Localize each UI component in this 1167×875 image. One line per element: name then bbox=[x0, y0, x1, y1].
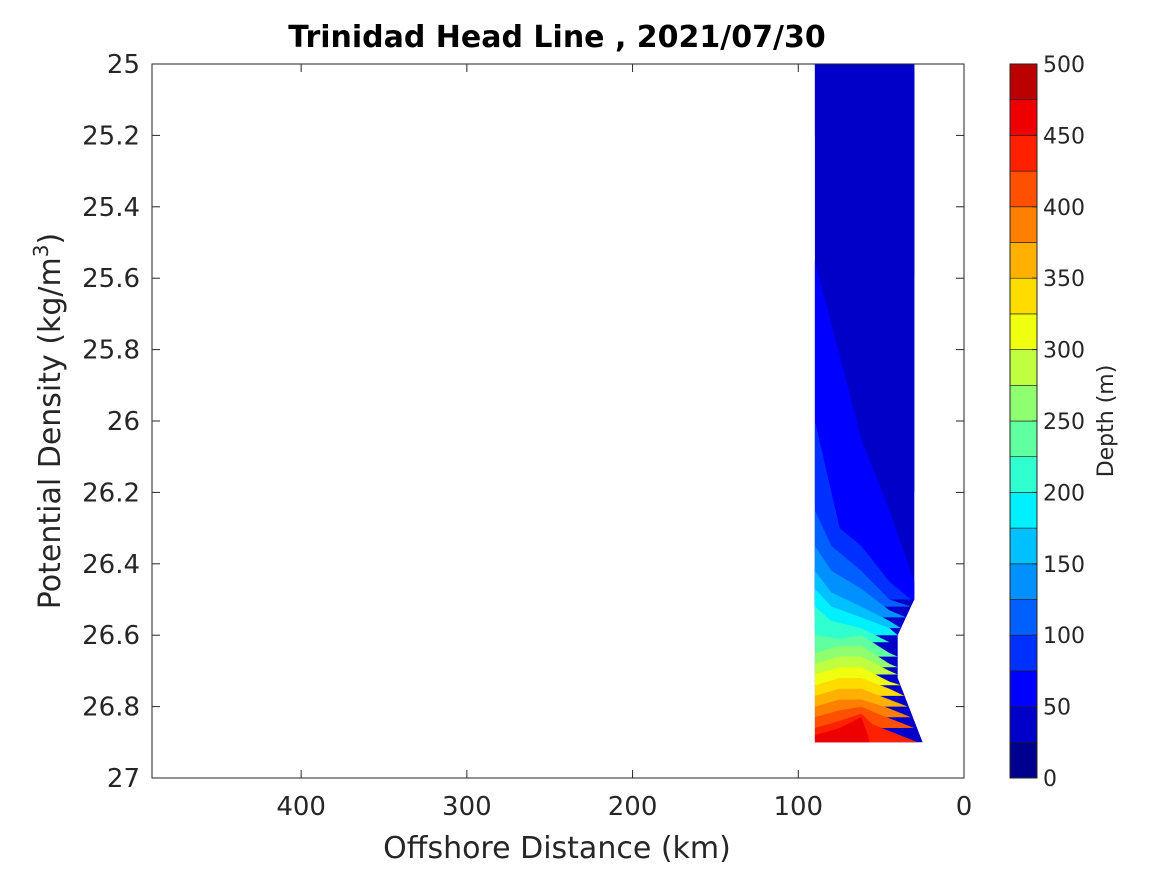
colorbar-swatch bbox=[1009, 527, 1038, 565]
colorbar-swatch bbox=[1009, 456, 1038, 493]
colorbar-label: Depth (m) bbox=[1094, 365, 1119, 478]
colorbar-swatch bbox=[1009, 384, 1038, 422]
y-tick-label: 25.2 bbox=[82, 121, 140, 151]
colorbar-tick-label: 400 bbox=[1043, 196, 1085, 221]
colorbar-tick-label: 200 bbox=[1043, 481, 1085, 506]
contour-band-25-50 bbox=[814, 64, 915, 493]
colorbar-swatch bbox=[1009, 634, 1038, 672]
colorbar-tick-label: 450 bbox=[1043, 124, 1085, 149]
y-tick-label: 26.6 bbox=[82, 621, 140, 651]
colorbar-swatch bbox=[1009, 420, 1038, 458]
colorbar-swatch bbox=[1009, 135, 1038, 172]
y-tick-label: 25.4 bbox=[82, 193, 140, 223]
plot-area bbox=[151, 63, 965, 779]
colorbar-swatches bbox=[1009, 63, 1038, 779]
x-tick-label: 200 bbox=[608, 792, 658, 822]
y-axis: 25 25.2 25.4 25.6 25.8 26 26.2 26.4 26.6 26.8 27 bbox=[82, 50, 964, 794]
y-tick-label: 25 bbox=[107, 50, 140, 80]
y-tick-label: 27 bbox=[107, 764, 140, 794]
contour-band-450-475 bbox=[814, 717, 870, 743]
colorbar-swatch bbox=[1009, 63, 1038, 101]
colorbar-swatch bbox=[1009, 492, 1038, 529]
contour-band-50-75 bbox=[814, 260, 915, 600]
colorbar-swatch bbox=[1009, 706, 1038, 743]
colorbar-tick-label: 250 bbox=[1043, 410, 1085, 435]
colorbar-swatch bbox=[1009, 349, 1038, 386]
colorbar-swatch bbox=[1009, 170, 1038, 208]
colorbar-tick-label: 350 bbox=[1043, 267, 1085, 292]
x-axis: 400 300 200 100 0 bbox=[276, 64, 972, 822]
y-tick-label: 26.2 bbox=[82, 478, 140, 508]
x-tick-label: 0 bbox=[956, 792, 973, 822]
colorbar-swatch bbox=[1009, 670, 1038, 707]
colorbar-swatch bbox=[1009, 599, 1038, 636]
colorbar-swatch bbox=[1009, 206, 1038, 243]
colorbar-tick-label: 50 bbox=[1043, 696, 1071, 721]
y-axis-label-superscript: 3 bbox=[29, 244, 53, 257]
colorbar-swatch bbox=[1009, 277, 1038, 315]
x-axis-label: Offshore Distance (km) bbox=[383, 831, 731, 866]
colorbar-swatch bbox=[1009, 242, 1038, 279]
contour-band-200-225 bbox=[814, 606, 898, 643]
colorbar-ticks: 0 50 100 150 200 250 300 350 400 450 500 bbox=[1032, 53, 1085, 792]
colorbar-swatch bbox=[1009, 99, 1038, 136]
colorbar-swatch bbox=[1009, 741, 1038, 779]
colorbar-swatch bbox=[1009, 313, 1038, 350]
colorbar-tick-label: 500 bbox=[1043, 53, 1085, 78]
x-tick-label: 100 bbox=[773, 792, 823, 822]
x-tick-label: 400 bbox=[276, 792, 326, 822]
y-tick-label: 26.4 bbox=[82, 550, 140, 580]
y-axis-label: Potential Density (kg/m3) bbox=[29, 233, 68, 609]
y-tick-label: 25.6 bbox=[82, 264, 140, 294]
y-tick-label: 26.8 bbox=[82, 693, 140, 723]
y-axis-label-main: Potential Density (kg/m bbox=[33, 257, 68, 609]
colorbar-tick-label: 0 bbox=[1043, 767, 1057, 792]
y-tick-label: 25.8 bbox=[82, 336, 140, 366]
colorbar-tick-label: 300 bbox=[1043, 339, 1085, 364]
colorbar-swatch bbox=[1009, 563, 1038, 600]
x-tick-label: 300 bbox=[442, 792, 492, 822]
y-axis-label-end: ) bbox=[33, 233, 68, 245]
colorbar-tick-label: 100 bbox=[1043, 624, 1085, 649]
y-tick-label: 26 bbox=[107, 407, 140, 437]
chart-title: Trinidad Head Line , 2021/07/30 bbox=[288, 20, 825, 55]
colorbar: 0 50 100 150 200 250 300 350 400 450 500 Depth (m) bbox=[1009, 53, 1119, 792]
colorbar-tick-label: 150 bbox=[1043, 553, 1085, 578]
contour-layer bbox=[814, 64, 923, 743]
